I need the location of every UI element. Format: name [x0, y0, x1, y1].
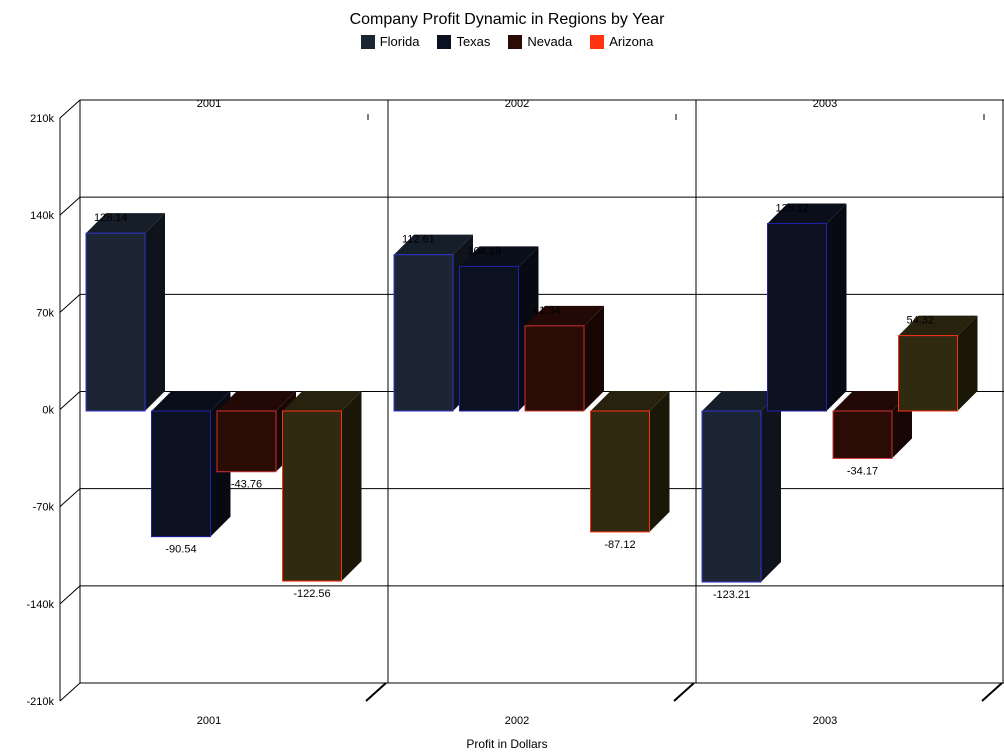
- legend-swatch-florida: [360, 34, 375, 49]
- legend-swatch-texas: [437, 34, 452, 49]
- floor-tick: [981, 682, 1003, 702]
- y-tick-label: 210k: [30, 113, 54, 125]
- bar-florida-2002-top: [394, 234, 473, 255]
- floor-tick: [673, 682, 695, 702]
- bar-florida-2001-top: [86, 213, 165, 234]
- legend-label-florida: Florida: [379, 34, 420, 49]
- bar-florida-2001-side: [145, 213, 165, 411]
- bar-texas-2002: [459, 265, 519, 412]
- data-label-texas-2003: 135.12: [776, 202, 810, 214]
- bar-arizona-2003-side: [957, 315, 978, 411]
- bar-nevada-2001-top: [217, 391, 296, 411]
- bar-arizona-2002: [590, 410, 650, 533]
- legend-item-florida[interactable]: Florida: [360, 34, 420, 49]
- bar-arizona-2003: [898, 335, 958, 412]
- x-tick-label-top-2002: 2002: [505, 98, 529, 110]
- data-label-nevada-2003: -34.17: [847, 465, 878, 477]
- x-axis-title: Profit in Dollars: [466, 737, 548, 751]
- data-label-arizona-2003: 54.32: [907, 315, 935, 327]
- gridline-depth: [59, 488, 81, 508]
- data-label-florida-2001: 128.14: [94, 212, 128, 224]
- bar-arizona-2001: [282, 410, 342, 582]
- bar-nevada-2002-side: [584, 305, 604, 411]
- bar-florida-2003: [701, 410, 762, 583]
- gridline-depth: [59, 196, 81, 216]
- gridline-depth: [59, 585, 81, 605]
- data-label-florida-2002: 112.61: [402, 234, 435, 246]
- x-tick-label-2001: 2001: [197, 715, 221, 727]
- bar-texas-2002-top: [459, 246, 539, 267]
- x-tick-label-top-2003: 2003: [813, 98, 837, 110]
- y-tick-label: -210k: [26, 696, 54, 708]
- legend: Florida Texas Nevada Arizona: [0, 34, 1004, 49]
- bar-nevada-2002-top: [525, 305, 604, 326]
- legend-label-nevada: Nevada: [527, 34, 573, 49]
- data-label-texas-2002: 104.19: [468, 245, 502, 257]
- bar-nevada-2003-top: [833, 391, 912, 411]
- bar-nevada-2003: [832, 410, 893, 459]
- gridline-depth: [59, 682, 81, 702]
- data-label-arizona-2002: -87.12: [604, 539, 635, 551]
- y-tick-label: -140k: [26, 599, 54, 611]
- chart-title: Company Profit Dynamic in Regions by Yea…: [349, 11, 665, 28]
- bar-florida-2001: [85, 232, 146, 412]
- bar-florida-2002: [393, 254, 454, 412]
- bar-arizona-2002-side: [649, 391, 670, 532]
- y-tick-label: 0k: [42, 405, 54, 417]
- legend-swatch-arizona: [590, 34, 605, 49]
- bar-texas-2001-top: [151, 391, 231, 411]
- y-tick-label: -70k: [33, 502, 55, 514]
- data-label-texas-2001: -90.54: [165, 544, 196, 556]
- bar-texas-2003-side: [826, 203, 847, 411]
- bar-florida-2003-side: [761, 391, 781, 583]
- legend-item-texas[interactable]: Texas: [437, 34, 490, 49]
- data-label-arizona-2001: -122.56: [293, 588, 330, 600]
- bar-arizona-2003-top: [898, 315, 978, 336]
- gridline-depth: [59, 391, 81, 410]
- bar-texas-2003-top: [767, 203, 847, 224]
- gridline-depth: [59, 293, 81, 313]
- legend-label-texas: Texas: [456, 34, 491, 49]
- y-tick-label: 70k: [36, 307, 54, 319]
- bar-arizona-2002-top: [590, 391, 670, 411]
- bar-texas-2001: [151, 410, 211, 538]
- y-tick-label: 140k: [30, 210, 54, 222]
- legend-label-arizona: Arizona: [609, 34, 654, 49]
- x-tick-label-2002: 2002: [505, 715, 529, 727]
- floor-tick: [365, 682, 387, 702]
- bar-nevada-2002: [524, 325, 585, 412]
- bar-florida-2003-top: [702, 391, 781, 411]
- bar-nevada-2001: [216, 410, 277, 473]
- legend-item-nevada[interactable]: Nevada: [508, 34, 572, 49]
- gridline-depth: [59, 99, 81, 119]
- bar-texas-2003: [767, 222, 827, 412]
- legend-swatch-nevada: [508, 34, 523, 49]
- legend-item-arizona[interactable]: Arizona: [590, 34, 653, 49]
- data-label-florida-2003: -123.21: [713, 589, 750, 601]
- data-label-nevada-2002: 61.34: [533, 305, 561, 317]
- x-tick-label-2003: 2003: [813, 715, 837, 727]
- bar-arizona-2001-top: [282, 391, 362, 411]
- x-tick-label-top-2001: 2001: [197, 98, 221, 110]
- data-label-nevada-2001: -43.76: [231, 479, 262, 491]
- bar-arizona-2001-side: [341, 391, 362, 582]
